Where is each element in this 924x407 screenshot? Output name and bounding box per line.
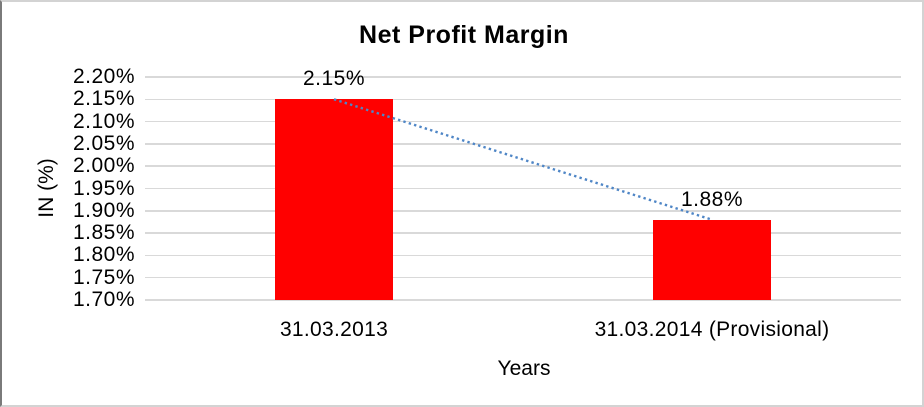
gridline	[145, 76, 901, 78]
gridline	[145, 254, 901, 257]
y-axis-tick-label: 2.15%	[72, 87, 135, 111]
y-axis-tick-label: 1.75%	[72, 265, 135, 289]
data-label: 2.15%	[302, 67, 366, 91]
data-label: 1.88%	[680, 187, 744, 211]
y-axis-tick-label: 2.05%	[72, 131, 135, 155]
chart-title: Net Profit Margin	[359, 21, 569, 49]
x-axis-title: Years	[497, 357, 551, 380]
y-axis-tick-label: 1.70%	[72, 288, 135, 311]
chart-bar-2	[653, 219, 771, 300]
y-axis-tick-label: 2.20%	[72, 65, 135, 88]
y-axis-tick-label: 2.10%	[72, 109, 135, 133]
y-axis-tick-label: 1.90%	[72, 198, 135, 222]
gridline	[145, 232, 901, 234]
x-axis-tick-label: 31.03.2013	[279, 318, 389, 341]
gridline	[145, 299, 901, 301]
y-axis-tick-label: 1.95%	[72, 176, 135, 200]
y-axis-tick-label: 2.00%	[72, 154, 135, 178]
gridline	[145, 276, 901, 279]
x-axis-tick-label: 31.03.2014 (Provisional)	[594, 318, 830, 341]
y-axis-tick-label: 1.85%	[72, 221, 135, 245]
y-axis-tick-label: 1.80%	[72, 243, 135, 267]
y-axis-title: IN (%)	[35, 158, 58, 218]
